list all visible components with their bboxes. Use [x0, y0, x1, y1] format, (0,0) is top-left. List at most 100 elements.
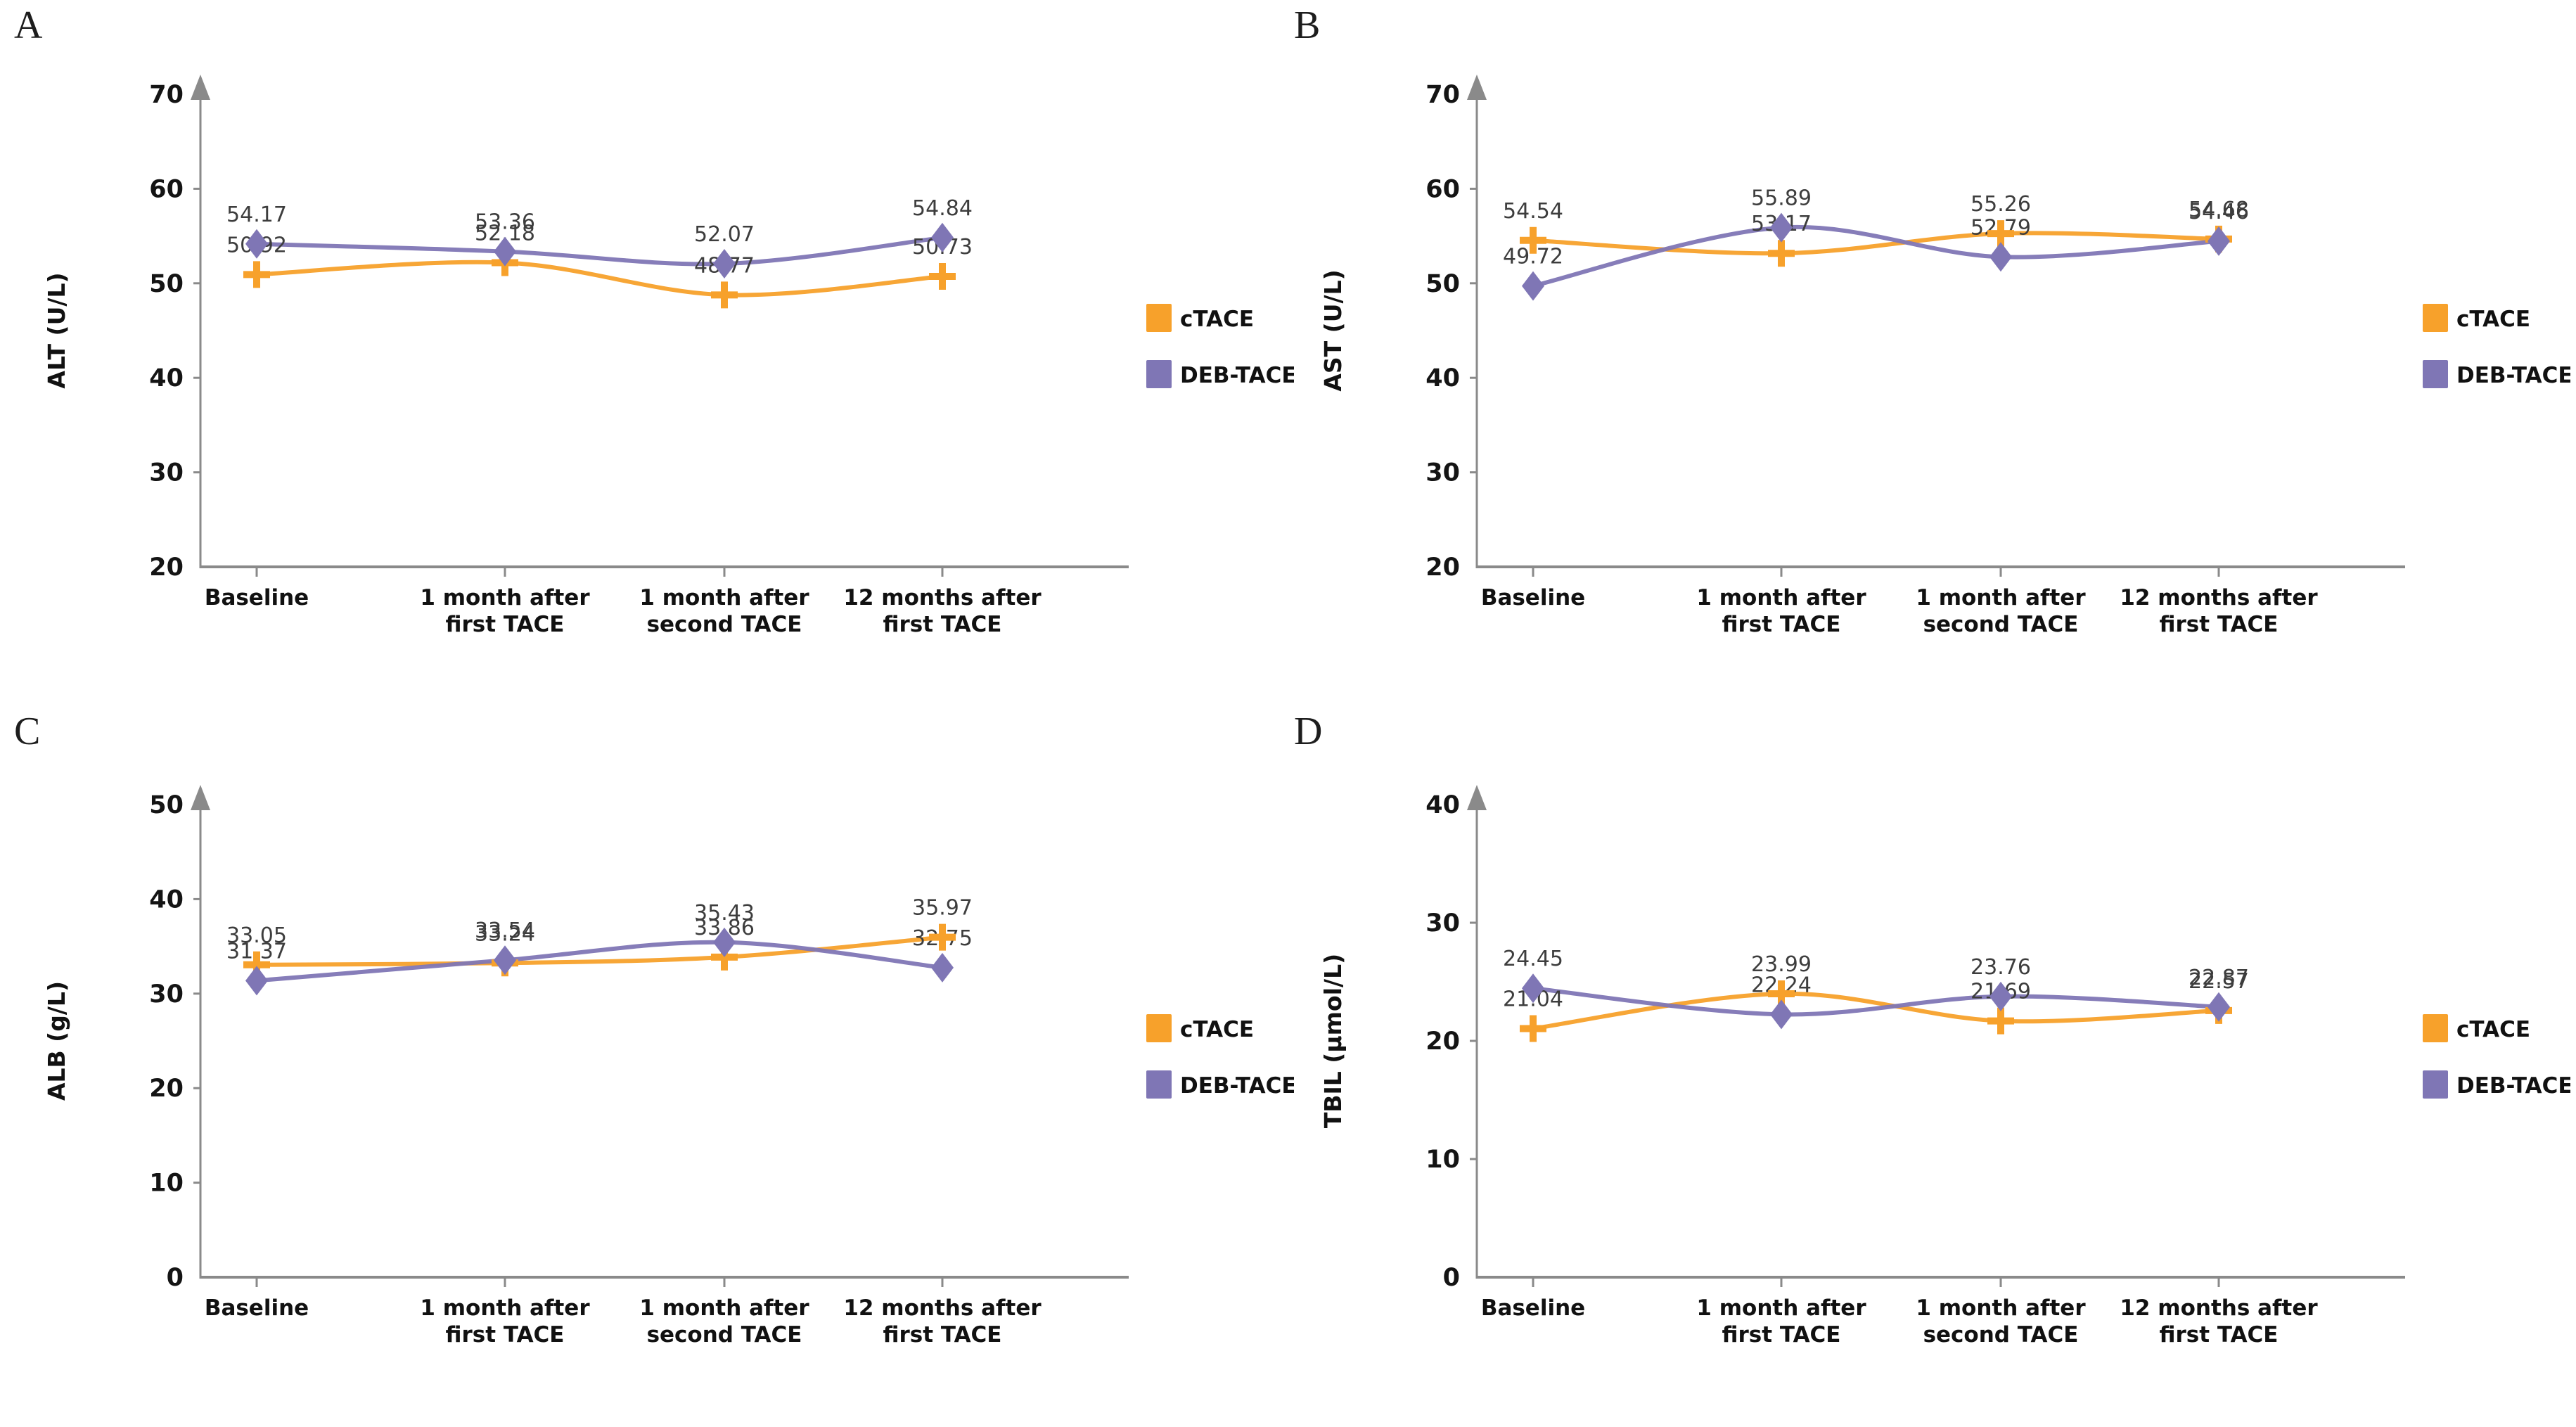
legend-label: DEB-TACE — [1180, 363, 1294, 388]
ctace-plus-marker-icon — [1768, 240, 1795, 267]
y-tick-label: 30 — [1425, 909, 1460, 938]
legend-swatch — [1146, 304, 1172, 332]
x-tick-label: first TACE — [1722, 1322, 1841, 1348]
data-label: 53.36 — [475, 210, 535, 235]
x-tick-label: 1 month after — [1916, 1295, 2086, 1321]
data-label: 54.84 — [912, 196, 973, 221]
series-line-deb-tace — [1532, 986, 2219, 1017]
debtace-diamond-marker-icon — [1770, 999, 1793, 1030]
y-tick-label: 30 — [1425, 459, 1460, 487]
y-axis-title: ALT (U/L) — [43, 272, 70, 388]
legend-label: DEB-TACE — [2456, 363, 2570, 388]
y-tick-label: 40 — [149, 364, 184, 392]
y-tick-label: 30 — [149, 980, 184, 1009]
y-tick-label: 0 — [167, 1264, 184, 1292]
chart-panel-ast: AST (U/L) 70 60 50 40 30 20 Baseline 1 month aft… — [1319, 75, 2570, 637]
ctace-plus-marker-icon — [929, 262, 956, 290]
panel-letter-d: D — [1294, 710, 1323, 753]
ctace-plus-marker-icon — [929, 923, 956, 951]
data-label: 55.26 — [1971, 192, 2031, 217]
debtace-diamond-marker-icon — [1770, 212, 1793, 243]
chart-panel-tbil: TBIL (µmol/L) 40 30 20 10 0 Baseline 1 month af… — [1319, 785, 2570, 1348]
x-tick-label: first TACE — [883, 1322, 1002, 1348]
y-tick-label: 0 — [1443, 1264, 1460, 1292]
debtace-diamond-marker-icon — [1522, 271, 1544, 301]
x-tick-label: 12 months after — [2120, 1295, 2318, 1321]
debtace-diamond-marker-icon — [494, 236, 516, 267]
y-tick-label: 50 — [149, 791, 184, 819]
x-tick-label: 1 month after — [420, 1295, 590, 1321]
y-tick-label: 40 — [1425, 364, 1460, 392]
x-tick-label: Baseline — [1481, 585, 1585, 610]
chart-panel-alt: ALT (U/L) 70 60 50 40 30 20 Baseline 1 month aft… — [43, 75, 1294, 637]
data-label: 35.43 — [694, 901, 755, 926]
legend-label: DEB-TACE — [1180, 1073, 1294, 1099]
series-line-ctace — [1532, 231, 2219, 256]
y-tick-label: 20 — [149, 553, 184, 582]
legend-swatch — [1146, 360, 1172, 388]
y-tick-label: 50 — [149, 270, 184, 298]
debtace-diamond-marker-icon — [494, 945, 516, 975]
debtace-diamond-marker-icon — [1989, 242, 2012, 272]
y-axis-arrow-icon — [191, 785, 210, 810]
legend-swatch — [2423, 1070, 2448, 1099]
legend-label: cTACE — [2456, 1017, 2530, 1042]
legend-swatch — [2423, 360, 2448, 388]
panel-letter-a: A — [14, 4, 43, 47]
x-tick-label: 1 month after — [1916, 585, 2086, 610]
y-axis-title: ALB (g/L) — [43, 981, 70, 1101]
x-tick-label: 12 months after — [843, 1295, 1042, 1321]
series-line-ctace — [1532, 991, 2219, 1031]
legend-label: cTACE — [1180, 307, 1254, 332]
x-tick-label: second TACE — [647, 1322, 802, 1348]
data-label: 54.17 — [226, 203, 287, 227]
debtace-diamond-marker-icon — [2207, 992, 2230, 1022]
debtace-diamond-marker-icon — [1522, 973, 1544, 1004]
y-axis-arrow-icon — [191, 75, 210, 100]
x-tick-label: first TACE — [1722, 612, 1841, 637]
x-tick-label: first TACE — [446, 1322, 565, 1348]
data-label: 54.68 — [2189, 198, 2249, 222]
x-tick-label: second TACE — [647, 612, 802, 637]
ctace-plus-marker-icon — [1987, 1007, 2014, 1035]
x-tick-label: 1 month after — [639, 1295, 809, 1321]
series-line-deb-tace — [256, 235, 943, 267]
data-label: 52.07 — [694, 222, 755, 247]
y-tick-label: 10 — [149, 1170, 184, 1198]
debtace-diamond-marker-icon — [931, 952, 954, 983]
data-label: 55.89 — [1751, 186, 1812, 211]
series-line-deb-tace — [256, 940, 943, 983]
x-tick-label: first TACE — [2160, 1322, 2279, 1348]
debtace-diamond-marker-icon — [2207, 226, 2230, 256]
y-axis-arrow-icon — [1467, 785, 1487, 810]
panel-letter-c: C — [14, 710, 41, 753]
y-tick-label: 10 — [1425, 1146, 1460, 1174]
data-label: 35.97 — [912, 896, 973, 921]
data-label: 33.24 — [475, 921, 535, 946]
x-tick-label: 12 months after — [843, 585, 1042, 610]
data-label: 54.54 — [1503, 199, 1563, 224]
y-tick-label: 20 — [1425, 553, 1460, 582]
legend-swatch — [1146, 1014, 1172, 1042]
data-label: 22.87 — [2189, 966, 2249, 990]
y-axis-title: TBIL (µmol/L) — [1319, 954, 1347, 1128]
data-label: 22.57 — [2189, 969, 2249, 994]
x-tick-label: 1 month after — [420, 585, 590, 610]
series-line-ctace — [256, 260, 943, 297]
data-label: 24.45 — [1503, 947, 1563, 971]
y-tick-label: 40 — [1425, 791, 1460, 819]
series-line-ctace — [256, 935, 943, 967]
x-tick-label: first TACE — [883, 612, 1002, 637]
y-axis-title: AST (U/L) — [1319, 269, 1347, 391]
x-tick-label: second TACE — [1923, 1322, 2079, 1348]
y-tick-label: 70 — [1425, 81, 1460, 109]
legend-label: DEB-TACE — [2456, 1073, 2570, 1099]
x-tick-label: 1 month after — [1696, 585, 1866, 610]
legend-swatch — [1146, 1070, 1172, 1099]
debtace-diamond-marker-icon — [713, 248, 736, 279]
y-tick-label: 70 — [149, 81, 184, 109]
x-tick-label: second TACE — [1923, 612, 2079, 637]
y-tick-label: 60 — [1425, 175, 1460, 203]
debtace-diamond-marker-icon — [245, 229, 268, 259]
x-tick-label: Baseline — [205, 585, 309, 610]
